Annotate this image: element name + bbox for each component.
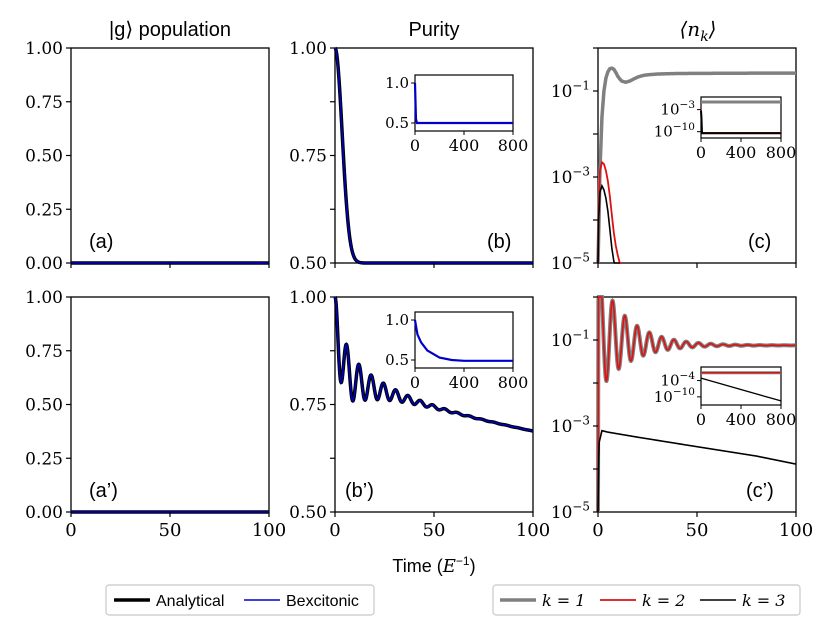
x-tick-label: 50 <box>423 520 446 541</box>
y-tick-label: 0.25 <box>25 200 63 220</box>
inset-y-tick-label: 10−10 <box>654 386 695 406</box>
inset-c <box>700 96 782 139</box>
y-tick-label: 1.00 <box>25 288 63 308</box>
col-b-title: Purity <box>408 19 459 41</box>
y-tick-label: 0.75 <box>289 147 327 167</box>
y-tick-label: 10−3 <box>551 413 590 437</box>
panel-label-b2: (b’) <box>345 480 374 502</box>
legend-analytical-label: Analytical <box>156 593 224 610</box>
series-k3-c2 <box>597 429 796 513</box>
inset-x-tick-label: 800 <box>498 136 529 155</box>
x-tick-label: 50 <box>159 520 182 541</box>
y-tick-label: 0.50 <box>25 147 63 167</box>
inset-x-tick-label: 400 <box>449 373 480 392</box>
y-tick-label: 1.00 <box>289 39 327 59</box>
inset-x-tick-label: 0 <box>696 143 706 162</box>
series-k2-c <box>597 160 622 264</box>
y-tick-label: 0.00 <box>25 503 63 523</box>
y-tick-label: 10−5 <box>551 250 590 274</box>
inset-x-tick-label: 400 <box>726 143 757 162</box>
inset-x-tick-label: 800 <box>766 143 797 162</box>
inset-x-tick-label: 400 <box>449 136 480 155</box>
legend-left: Analytical Bexcitonic <box>105 584 375 616</box>
legend-k3-label: k = 3 <box>742 591 785 610</box>
series-k3-c <box>597 183 620 264</box>
inset-y-tick-label: 10−10 <box>654 121 695 141</box>
x-tick-label: 0 <box>592 520 603 541</box>
inset-x-tick-label: 0 <box>696 410 706 429</box>
inset-b-curve <box>413 82 513 125</box>
y-tick-label: 10−3 <box>551 164 590 188</box>
x-tick-label: 100 <box>779 520 813 541</box>
inset-x-tick-label: 0 <box>410 136 420 155</box>
panel-label-c2: (c’) <box>746 480 774 502</box>
series-k1-c <box>596 66 796 264</box>
inset-x-tick-label: 800 <box>498 373 529 392</box>
panel-label-a: (a) <box>89 231 113 253</box>
inset-x-tick-label: 800 <box>766 410 797 429</box>
y-tick-label: 10−5 <box>551 499 590 523</box>
legend-k1-label: k = 1 <box>542 591 585 610</box>
x-tick-label: 100 <box>516 520 550 541</box>
series-k2-c2 <box>597 296 796 513</box>
panel-label-b: (b) <box>487 231 511 253</box>
inset-b2-curve <box>413 319 513 362</box>
y-tick-label: 0.00 <box>25 254 63 274</box>
inset-x-tick-label: 0 <box>410 373 420 392</box>
legend-right: k = 1 k = 2 k = 3 <box>492 584 801 616</box>
x-axis-label: Time (E−1) <box>392 554 475 577</box>
y-tick-label: 1.00 <box>289 288 327 308</box>
y-tick-label: 0.75 <box>25 342 63 362</box>
y-tick-label: 0.50 <box>25 396 63 416</box>
y-tick-label: 0.50 <box>289 503 327 523</box>
y-tick-label: 1.00 <box>25 39 63 59</box>
inset-y-tick-label: 0.5 <box>385 351 409 369</box>
y-tick-label: 0.25 <box>25 449 63 469</box>
y-tick-label: 10−1 <box>551 327 590 351</box>
inset-y-tick-label: 1.0 <box>385 74 409 92</box>
panel-label-c: (c) <box>748 231 771 253</box>
x-tick-label: 0 <box>329 520 340 541</box>
col-c-title: ⟨nk⟩ <box>680 17 717 45</box>
inset-b2 <box>413 311 514 369</box>
inset-y-tick-label: 10−3 <box>660 99 695 119</box>
inset-c-k3 <box>700 110 781 135</box>
inset-y-tick-label: 0.5 <box>385 114 409 132</box>
y-tick-label: 0.75 <box>289 396 327 416</box>
inset-x-tick-label: 400 <box>726 410 757 429</box>
y-tick-label: 10−1 <box>551 78 590 102</box>
x-tick-label: 0 <box>65 520 76 541</box>
col-a-title: |g⟩ population <box>109 19 231 41</box>
panel-label-a2: (a’) <box>89 480 118 502</box>
inset-c2 <box>700 366 782 406</box>
x-tick-label: 100 <box>252 520 286 541</box>
inset-y-tick-label: 1.0 <box>385 311 409 329</box>
inset-b <box>413 74 514 132</box>
legend-k2-label: k = 2 <box>642 591 685 610</box>
legend-bexcitonic-label: Bexcitonic <box>286 593 359 610</box>
y-tick-label: 0.50 <box>289 254 327 274</box>
y-tick-label: 0.75 <box>25 93 63 113</box>
x-tick-label: 50 <box>686 520 709 541</box>
series-bexcitonic-b2 <box>334 296 534 432</box>
inset-c2-k3 <box>700 377 782 402</box>
